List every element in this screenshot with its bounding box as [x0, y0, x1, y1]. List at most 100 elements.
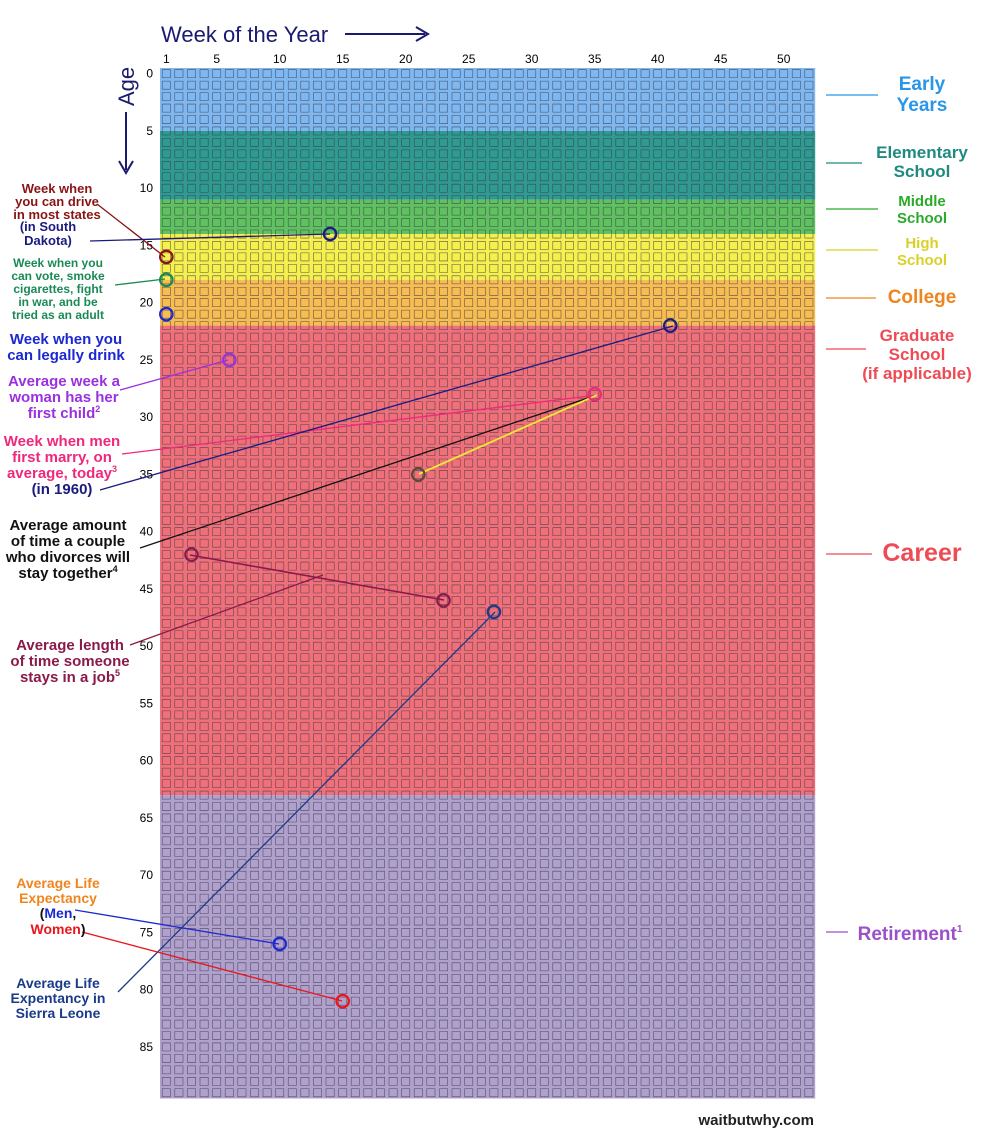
svg-text:(in 1960): (in 1960): [32, 481, 93, 498]
svg-text:of time someone: of time someone: [10, 653, 129, 670]
divorce-connector: [139, 394, 598, 549]
age-tick: 55: [140, 696, 154, 710]
divorce-highlight: [418, 394, 598, 475]
svg-text:Week when men: Week when men: [4, 433, 120, 450]
stage-label-career: Career: [882, 539, 961, 567]
stage-label-grad: School: [889, 345, 946, 364]
job-connector: [129, 574, 324, 646]
age-tick: 70: [140, 868, 154, 882]
week-tick: 10: [273, 52, 287, 66]
svg-text:Average week a: Average week a: [8, 373, 121, 390]
stage-labels: EarlyYearsElementarySchoolMiddleSchoolHi…: [826, 74, 972, 945]
age-tick: 80: [140, 983, 154, 997]
svg-text:who divorces will: who divorces will: [5, 549, 130, 566]
marry1960-label: (in 1960): [32, 481, 93, 498]
stage-label-college: College: [888, 287, 957, 308]
age-axis-title: Age: [114, 67, 139, 106]
marry-connector: [121, 394, 598, 455]
band-college: [160, 279, 816, 326]
svg-text:woman has her: woman has her: [8, 389, 118, 406]
child-label: Average week a woman has her first child…: [8, 373, 121, 422]
drink-label: Week when you can legally drink: [7, 331, 125, 364]
down-arrow-icon: [118, 112, 134, 175]
svg-text:Week when you: Week when you: [13, 256, 103, 270]
svg-text:Expentancy in: Expentancy in: [11, 990, 106, 1006]
annotations: Week when you can drive in most states (…: [4, 181, 130, 1021]
age-tick: 30: [140, 410, 154, 424]
svg-text:Average Life: Average Life: [16, 975, 100, 991]
age-tick: 35: [140, 467, 154, 481]
men-connector: [74, 909, 280, 945]
stage-label-middle: Middle: [898, 193, 946, 210]
job-label: Average length of time someone stays in …: [10, 637, 129, 686]
age-tick: 50: [140, 639, 154, 653]
drive-label: Week when you can drive in most states: [13, 181, 100, 222]
stage-label-elementary: Elementary: [876, 143, 968, 162]
svg-text:stay together4: stay together4: [18, 564, 117, 582]
week-axis-title: Week of the Year: [161, 22, 328, 47]
band-retirement: [160, 795, 816, 1099]
svg-text:Expectancy: Expectancy: [19, 890, 97, 906]
svg-text:(in South: (in South: [20, 219, 76, 234]
age-tick: 5: [146, 124, 153, 138]
sd-connector: [89, 233, 331, 242]
svg-text:can legally drink: can legally drink: [7, 347, 125, 364]
week-ticks: 1 5 10 15 20 25 30 35 40 45 50: [163, 52, 791, 66]
age-tick: 45: [140, 582, 154, 596]
marry1960-connector: [99, 325, 674, 491]
right-arrow-icon: [345, 26, 430, 42]
vote-label: Week when you can vote, smoke cigarettes…: [11, 256, 105, 322]
svg-text:Average amount: Average amount: [10, 517, 127, 534]
stage-label-grad: Graduate: [880, 326, 955, 345]
week-tick: 30: [525, 52, 539, 66]
age-tick: 0: [146, 67, 153, 81]
svg-text:in most states: in most states: [13, 207, 100, 222]
band-high: [160, 234, 816, 280]
band-middle: [160, 199, 816, 235]
svg-text:can vote, smoke: can vote, smoke: [11, 269, 105, 283]
sierra-connector: [117, 611, 496, 993]
svg-text:of time a couple: of time a couple: [11, 533, 125, 550]
svg-text:first marry, on: first marry, on: [12, 449, 112, 466]
marry-label: Week when men first marry, on average, t…: [4, 433, 120, 482]
age-tick: 85: [140, 1040, 154, 1054]
women-connector: [81, 931, 343, 1002]
band-career: [160, 348, 816, 796]
week-tick: 35: [588, 52, 602, 66]
marker-drink: [159, 306, 174, 322]
marker-sd: [322, 226, 338, 242]
age-tick: 20: [140, 296, 154, 310]
stage-label-high: School: [897, 252, 947, 269]
stage-label-high: High: [905, 235, 938, 252]
divorce-label: Average amount of time a couple who divo…: [5, 517, 130, 582]
drive-connector: [96, 203, 166, 258]
stage-label-early: Years: [897, 95, 948, 116]
sd-label: (in South Dakota): [20, 219, 76, 248]
age-tick: 65: [140, 811, 154, 825]
band-grad: [160, 325, 816, 349]
stage-label-elementary: School: [894, 162, 951, 181]
svg-text:stays in a job5: stays in a job5: [20, 668, 120, 686]
marker-job_b: [436, 593, 451, 608]
marker-marry1960: [662, 318, 678, 333]
stage-label-retirement: Retirement1: [858, 924, 963, 945]
age-tick: 25: [140, 353, 154, 367]
age-ticks: 0 5 10 15 20 25 30 35 40 45 50 55 60 65 70 75 80 85: [140, 67, 154, 1054]
week-tick: 50: [777, 52, 791, 66]
svg-text:(Men,: (Men,: [40, 905, 77, 921]
svg-text:tried as an adult: tried as an adult: [12, 308, 104, 322]
credit: waitbutwhy.com: [697, 1112, 814, 1129]
week-tick: 40: [651, 52, 665, 66]
svg-text:in war, and be: in war, and be: [18, 295, 98, 309]
marker-job_a: [184, 547, 199, 562]
svg-text:Week when: Week when: [22, 181, 93, 196]
svg-text:Dakota): Dakota): [24, 233, 72, 248]
svg-text:Week when you: Week when you: [10, 331, 122, 348]
svg-text:average, today3: average, today3: [7, 464, 117, 482]
band-elementary: [160, 130, 816, 200]
week-tick: 5: [213, 52, 220, 66]
svg-text:Average length: Average length: [16, 637, 124, 654]
age-tick: 15: [140, 238, 154, 252]
svg-text:Average Life: Average Life: [16, 875, 100, 891]
week-tick: 25: [462, 52, 476, 66]
